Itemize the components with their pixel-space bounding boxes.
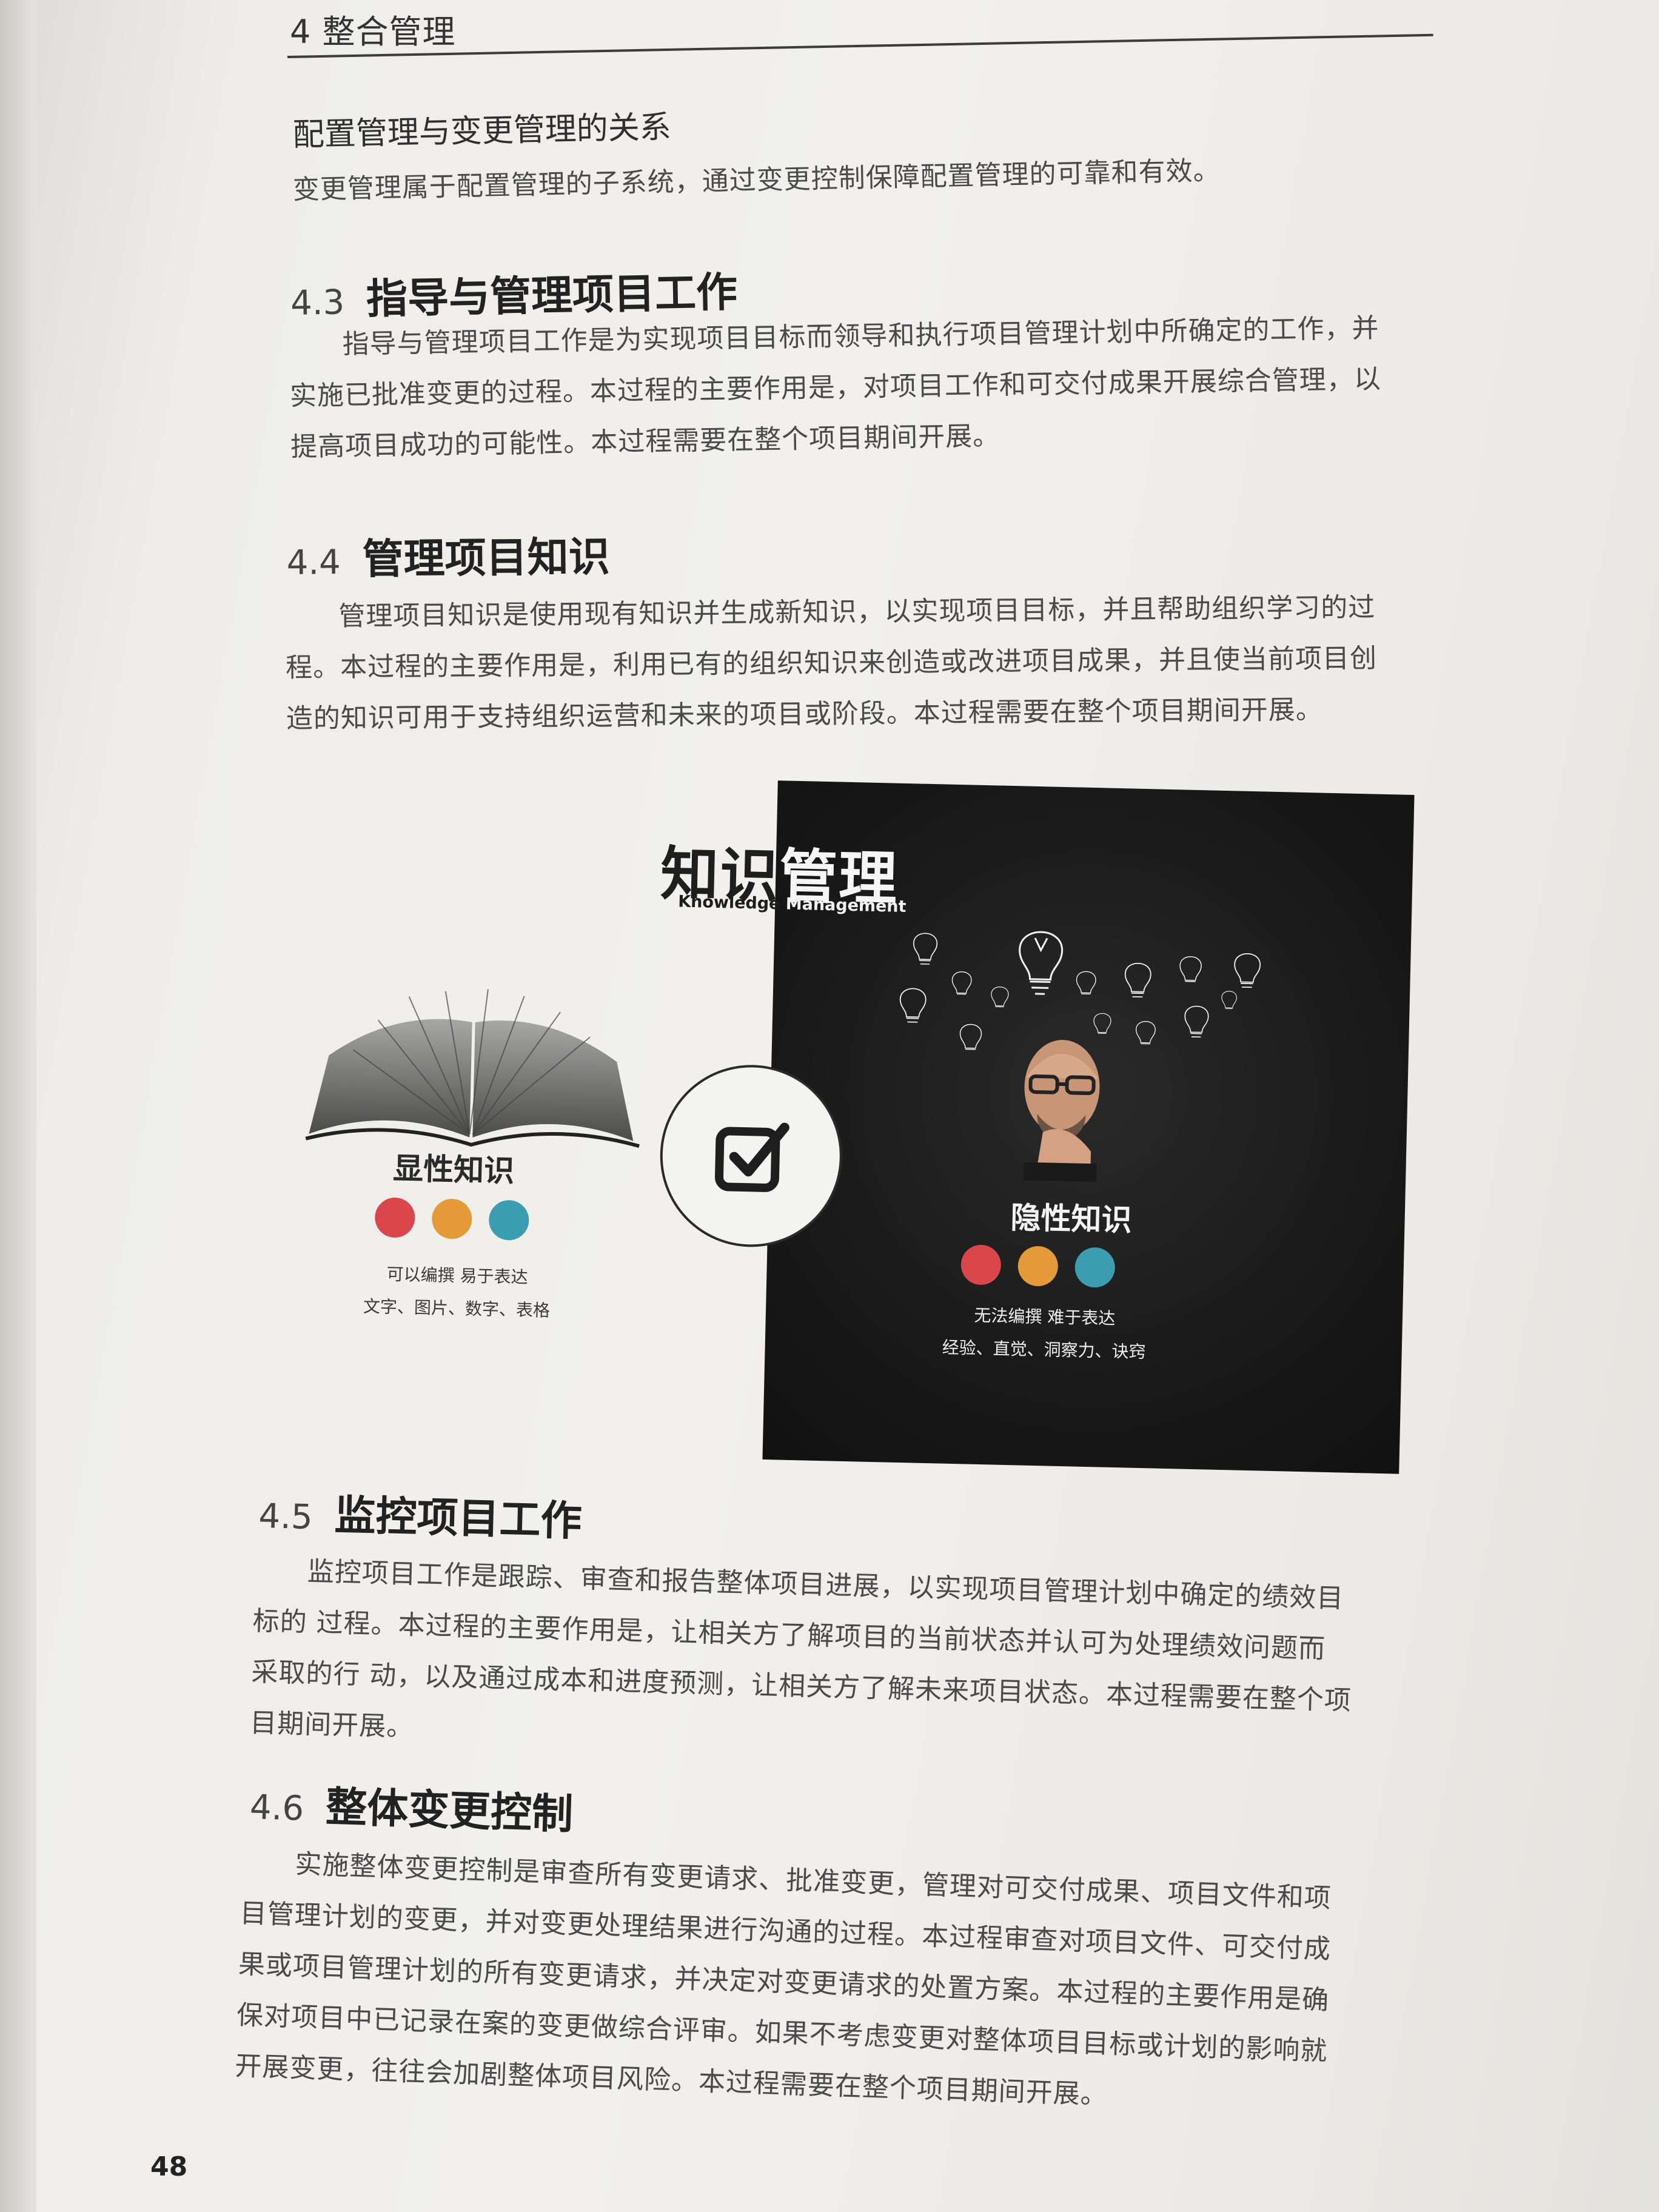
body-line: 管理项目知识是使用现有知识并生成新知识，以实现项目目标，并且帮助组织学习的过	[338, 592, 1376, 632]
checkbox-check-icon	[714, 1122, 789, 1192]
page-spine	[0, 0, 36, 2212]
red-dot	[960, 1244, 1002, 1285]
orange-dot	[431, 1198, 473, 1239]
tacit-caption-line1: 无法编撰 难于表达	[974, 1305, 1116, 1329]
section-name: 整体变更控制	[324, 1783, 574, 1839]
section-number: 4.5	[258, 1496, 313, 1538]
lightbulbs-icon	[899, 931, 1261, 1050]
intro-text: 变更管理属于配置管理的子系统，通过变更控制保障配置管理的可靠和有效。	[292, 155, 1221, 206]
figure-subtitle-right: Management	[785, 894, 907, 917]
page-number: 48	[150, 2151, 188, 2182]
explicit-dots	[374, 1197, 530, 1241]
section-4-4-title: 4.4 管理项目知识	[286, 523, 610, 586]
section-4-6-body: 实施整体变更控制是审查所有变更请求、批准变更，管理对可交付成果、项目文件和项 目…	[234, 1837, 1370, 2129]
tacit-caption-line2: 经验、直觉、洞察力、诀窍	[942, 1337, 1146, 1362]
explicit-caption: 可以编撰 易于表达 文字、图片、数字、表格	[335, 1257, 578, 1328]
figure-subtitle-left: Knowledge	[677, 892, 786, 914]
body-line: 造的知识可用于支持组织运营和未来的项目或阶段。本过程需要在整个项目期间开展。	[286, 694, 1323, 734]
section-4-5-title: 4.5 监控项目工作	[258, 1480, 583, 1547]
section-name: 监控项目工作	[333, 1492, 583, 1546]
teal-dot	[488, 1199, 530, 1241]
section-number: 4.3	[290, 283, 345, 323]
section-number: 4.6	[249, 1787, 305, 1829]
tacit-knowledge-title: 隐性知识	[1010, 1200, 1133, 1238]
red-dot	[374, 1197, 416, 1238]
intro-subhead: 配置管理与变更管理的关系	[292, 109, 672, 153]
header-rule	[287, 33, 1433, 58]
section-number: 4.4	[286, 543, 341, 583]
knowledge-management-figure: 知识管理 Knowledge Management	[283, 757, 1415, 1492]
check-circle	[658, 1062, 845, 1249]
chapter-header: 4 整合管理	[290, 13, 456, 51]
section-name: 管理项目知识	[362, 533, 611, 584]
open-book-icon	[305, 989, 640, 1148]
section-4-4-body: 管理项目知识是使用现有知识并生成新知识，以实现项目目标，并且帮助组织学习的过 程…	[285, 582, 1414, 745]
tacit-dots	[960, 1244, 1116, 1289]
explicit-caption-line2: 文字、图片、数字、表格	[363, 1296, 551, 1321]
section-4-5-body: 监控项目工作是跟踪、审查和报告整体项目进展，以实现项目管理计划中确定的绩效目 标…	[249, 1545, 1370, 1778]
explicit-knowledge-title: 显性知识	[392, 1150, 515, 1189]
tacit-caption: 无法编撰 难于表达 经验、直觉、洞察力、诀窍	[916, 1298, 1172, 1370]
teal-dot	[1074, 1247, 1116, 1289]
section-4-3-body: 指导与管理项目工作是为实现项目目标而领导和执行项目管理计划中所确定的工作，并 实…	[289, 303, 1419, 473]
explicit-caption-line1: 可以编撰 易于表达	[386, 1264, 528, 1288]
body-line: 程。本过程的主要作用是，利用已有的组织知识来创造或改进项目成果，并且使当前项目创	[285, 643, 1378, 683]
thinking-man-icon	[1023, 1039, 1100, 1182]
section-4-6-title: 4.6 整体变更控制	[249, 1771, 574, 1841]
orange-dot	[1017, 1245, 1059, 1287]
